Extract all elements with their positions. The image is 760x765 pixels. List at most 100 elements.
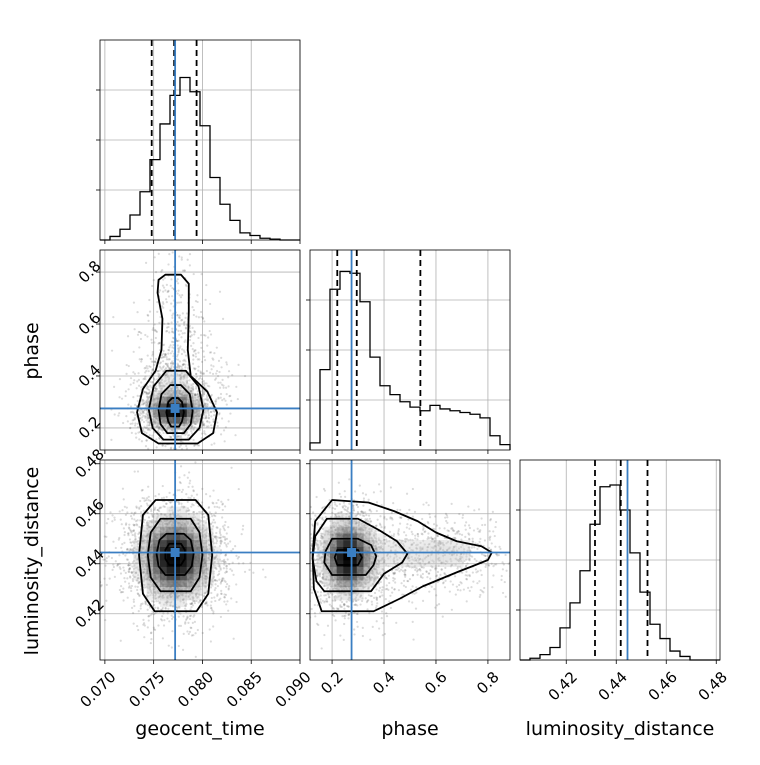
sample-point (170, 352, 172, 354)
sample-point (226, 532, 228, 534)
sample-point (164, 289, 166, 291)
sample-point (167, 353, 169, 355)
sample-point (112, 569, 114, 571)
sample-point (144, 367, 146, 369)
sample-point (242, 525, 244, 527)
sample-point (187, 501, 189, 503)
sample-point (218, 412, 220, 414)
sample-point (147, 354, 149, 356)
sample-point (208, 421, 210, 423)
sample-point (201, 378, 203, 380)
sample-point (124, 581, 126, 583)
sample-point (140, 403, 142, 405)
sample-point (194, 484, 196, 486)
sample-point (138, 610, 140, 612)
sample-point (125, 390, 127, 392)
histogram-bin (180, 78, 190, 241)
histogram-bin (360, 302, 370, 450)
sample-point (123, 527, 125, 529)
sample-point (151, 382, 153, 384)
sample-point (132, 396, 134, 398)
sample-point (223, 398, 225, 400)
sample-point (114, 413, 116, 415)
sample-point (130, 411, 132, 413)
sample-point (111, 350, 113, 352)
sample-point (209, 330, 211, 332)
sample-point (164, 354, 166, 356)
sample-point (125, 514, 127, 516)
sample-point (189, 339, 191, 341)
histogram-bin (320, 370, 330, 450)
histogram-bin (230, 220, 240, 240)
sample-point (132, 371, 134, 373)
sample-point (144, 468, 146, 470)
sample-point (203, 516, 205, 518)
sample-point (177, 363, 179, 365)
sample-point (194, 393, 196, 395)
sample-point (122, 566, 124, 568)
sample-point (205, 299, 207, 301)
sample-point (107, 518, 109, 520)
sample-point (137, 431, 139, 433)
sample-point (216, 370, 218, 372)
sample-point (138, 331, 140, 333)
sample-point (146, 497, 148, 499)
sample-point (149, 451, 151, 453)
sample-point (114, 519, 116, 521)
sample-point (235, 583, 237, 585)
sample-point (180, 465, 182, 467)
sample-point (134, 328, 136, 330)
sample-point (106, 557, 108, 559)
sample-point (212, 373, 214, 375)
sample-point (238, 556, 240, 558)
sample-point (208, 417, 210, 419)
sample-point (180, 296, 182, 298)
sample-point (119, 510, 121, 512)
sample-point (234, 434, 236, 436)
sample-point (202, 383, 204, 385)
sample-point (151, 342, 153, 344)
sample-point (196, 494, 198, 496)
sample-point (158, 493, 160, 495)
sample-point (148, 615, 150, 617)
sample-point (171, 314, 173, 316)
sample-point (201, 432, 203, 434)
sample-point (178, 302, 180, 304)
sample-point (151, 372, 153, 374)
sample-point (210, 604, 212, 606)
sample-point (150, 358, 152, 360)
sample-point (151, 361, 153, 363)
sample-point (244, 571, 246, 573)
density-cell (180, 377, 187, 384)
sample-point (177, 365, 179, 367)
sample-point (209, 495, 211, 497)
histogram-bin (130, 215, 140, 240)
sample-point (158, 253, 160, 255)
sample-point (198, 511, 200, 513)
sample-point (209, 628, 211, 630)
sample-point (187, 259, 189, 261)
sample-point (227, 499, 229, 501)
sample-point (201, 501, 203, 503)
sample-point (214, 515, 216, 517)
sample-point (219, 291, 221, 293)
sample-point (212, 612, 214, 614)
sample-point (184, 607, 186, 609)
sample-point (210, 607, 212, 609)
sample-point (148, 450, 150, 452)
sample-point (184, 483, 186, 485)
histogram-bin (310, 443, 320, 450)
sample-point (145, 262, 147, 264)
sample-point (190, 606, 192, 608)
sample-point (244, 375, 246, 377)
sample-point (211, 427, 213, 429)
sample-point (171, 328, 173, 330)
sample-point (130, 383, 132, 385)
sample-point (142, 619, 144, 621)
sample-point (122, 422, 124, 424)
sample-point (213, 414, 215, 416)
density-cell (193, 410, 200, 417)
sample-point (193, 330, 195, 332)
sample-point (242, 528, 244, 530)
sample-point (212, 418, 214, 420)
